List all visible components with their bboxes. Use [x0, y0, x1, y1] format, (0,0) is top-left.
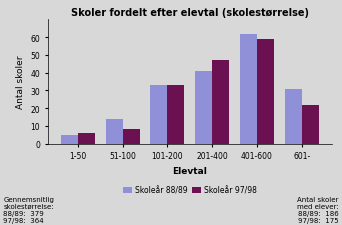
Bar [285, 89, 302, 144]
Title: Skoler fordelt efter elevtal (skolestørrelse): Skoler fordelt efter elevtal (skolestørr… [71, 8, 309, 18]
Bar [240, 34, 257, 144]
Bar [123, 130, 140, 144]
Bar [257, 40, 274, 144]
Bar [61, 135, 78, 144]
Bar [168, 86, 184, 144]
Bar [195, 72, 212, 144]
Text: Gennemsnitlig
skolestørrelse:
88/89:  379
97/98:  364: Gennemsnitlig skolestørrelse: 88/89: 379… [3, 196, 54, 223]
Legend: Skoleår 88/89, Skoleår 97/98: Skoleår 88/89, Skoleår 97/98 [119, 182, 260, 198]
Bar [212, 61, 229, 144]
Text: Antal skoler
med elever:
88/89:  186
97/98:  175: Antal skoler med elever: 88/89: 186 97/9… [297, 196, 339, 223]
X-axis label: Elevtal: Elevtal [172, 166, 207, 175]
Bar [78, 133, 95, 144]
Bar [302, 105, 319, 144]
Bar [150, 86, 168, 144]
Bar [106, 119, 123, 144]
Y-axis label: Antal skoler: Antal skoler [16, 56, 25, 109]
